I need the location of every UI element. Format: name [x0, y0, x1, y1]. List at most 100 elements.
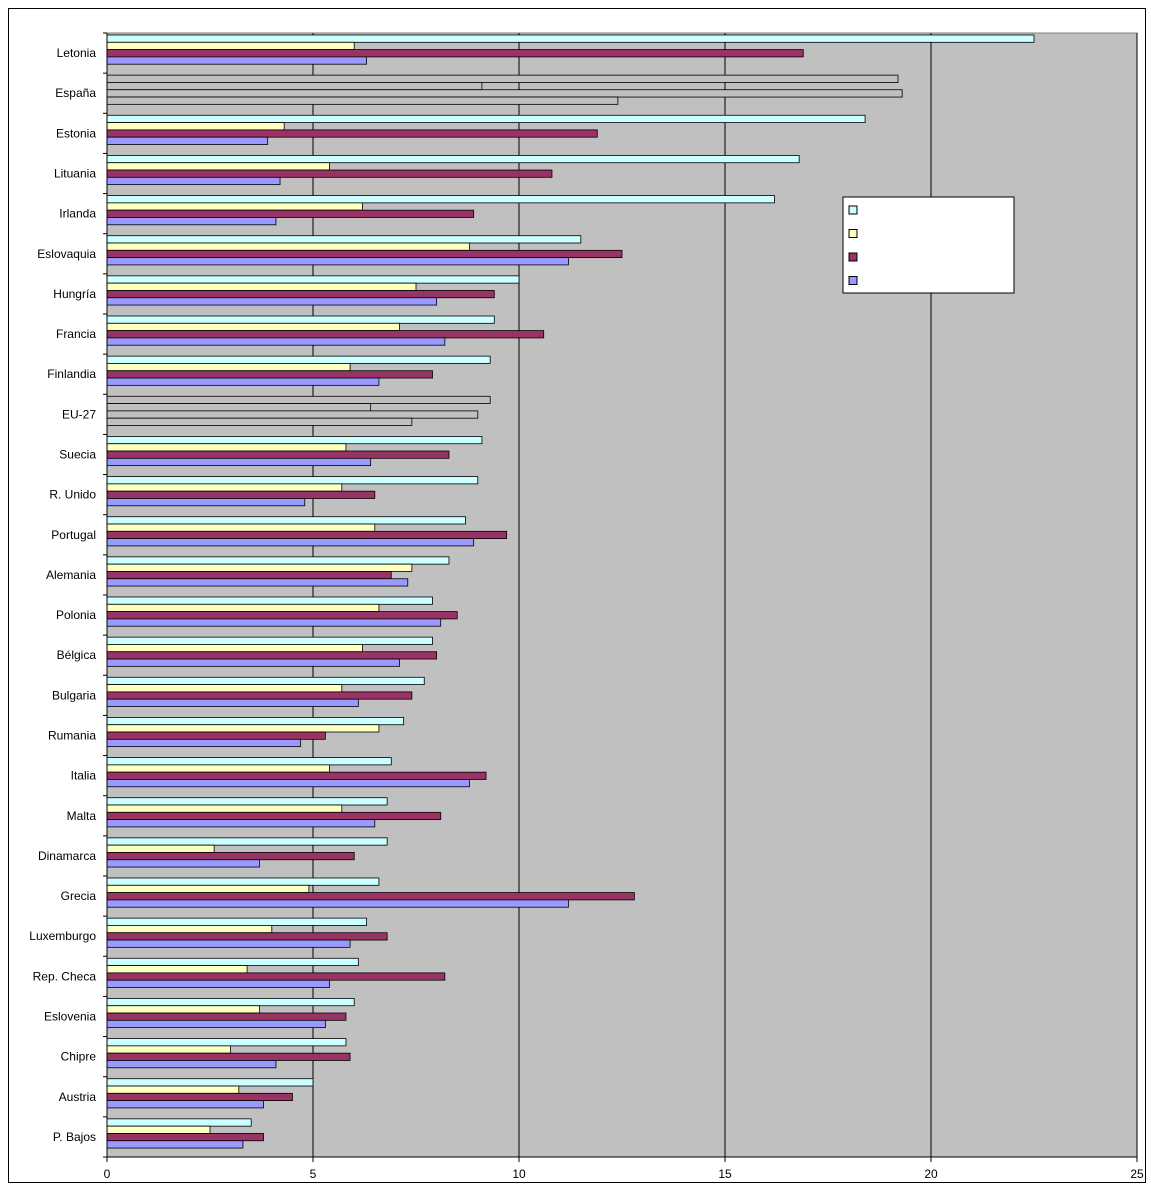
category-label: Bulgaria — [52, 688, 96, 702]
bar — [106, 155, 800, 164]
bar — [106, 771, 487, 780]
bar — [106, 779, 470, 788]
bar — [106, 82, 483, 91]
bar — [106, 443, 347, 452]
bar — [106, 925, 273, 934]
category-label: Chipre — [61, 1050, 97, 1064]
bar — [106, 1052, 351, 1061]
x-tick-label: 20 — [924, 1167, 938, 1181]
legend-swatch — [848, 229, 858, 238]
bar — [106, 202, 363, 211]
bar — [106, 322, 400, 331]
bar — [106, 939, 351, 948]
category-label: Bélgica — [57, 648, 97, 662]
bar — [106, 195, 775, 204]
bar — [106, 417, 413, 426]
category-label: Irlanda — [59, 207, 96, 221]
bar — [106, 410, 479, 419]
bar — [106, 884, 310, 893]
bar — [106, 395, 491, 404]
bar — [106, 644, 363, 653]
category-label: Finlandia — [47, 367, 96, 381]
bar — [106, 41, 355, 50]
bar — [106, 804, 343, 813]
bar — [106, 363, 351, 372]
bar — [106, 74, 899, 83]
category-label: Hungría — [53, 287, 96, 301]
bar — [106, 899, 569, 908]
category-label: Rep. Checa — [33, 969, 97, 983]
bar — [106, 979, 330, 988]
bar — [106, 917, 367, 926]
bar — [106, 290, 495, 299]
bar — [106, 122, 285, 131]
bar — [106, 457, 372, 467]
bar — [106, 676, 425, 685]
x-tick-label: 5 — [310, 1167, 317, 1181]
bar — [106, 596, 433, 605]
bar — [106, 403, 372, 412]
x-tick-label: 10 — [512, 1167, 526, 1181]
bar — [106, 56, 367, 65]
bar — [106, 1092, 293, 1102]
bar — [106, 877, 380, 886]
bar — [106, 530, 508, 540]
bar — [106, 249, 623, 259]
bar — [106, 837, 388, 846]
bar — [106, 114, 866, 123]
bar — [106, 162, 330, 171]
bar — [106, 1118, 252, 1127]
bar — [106, 658, 400, 667]
bar — [106, 315, 495, 324]
category-label: R. Unido — [49, 488, 96, 502]
bar — [106, 1005, 260, 1014]
category-label: P. Bajos — [53, 1130, 96, 1144]
bar — [106, 892, 635, 901]
bar — [106, 282, 417, 291]
bar — [106, 1085, 240, 1094]
bar — [106, 556, 450, 565]
bar — [106, 490, 376, 499]
bar — [106, 34, 1035, 43]
bar — [106, 724, 380, 733]
bar — [106, 355, 491, 364]
bar — [106, 972, 446, 981]
bar — [106, 603, 380, 612]
category-label: Dinamarca — [38, 849, 96, 863]
bar — [106, 636, 433, 645]
bar — [106, 176, 281, 186]
bar — [106, 436, 483, 445]
bar — [106, 965, 248, 974]
bar — [106, 129, 598, 138]
bar — [106, 275, 520, 284]
bar — [106, 370, 433, 379]
category-label: Suecia — [59, 448, 96, 462]
category-label: Eslovaquia — [37, 247, 96, 261]
bar — [106, 811, 442, 821]
bar — [106, 330, 545, 339]
bar — [106, 483, 343, 492]
bar — [106, 89, 903, 98]
x-tick-label: 0 — [104, 1167, 111, 1181]
bar — [106, 377, 380, 386]
category-label: Luxemburgo — [29, 929, 96, 943]
bar — [106, 571, 392, 580]
bar — [106, 337, 446, 346]
bar — [106, 516, 466, 525]
bar — [106, 932, 388, 941]
bar — [106, 852, 355, 861]
bar — [106, 1060, 277, 1069]
category-label: Malta — [67, 809, 97, 823]
bar — [106, 476, 479, 485]
bar — [106, 691, 413, 700]
category-label: Italia — [71, 769, 97, 783]
category-label: Polonia — [56, 608, 96, 622]
category-label: Estonia — [56, 126, 96, 140]
category-label: Francia — [56, 327, 96, 341]
x-tick-label: 15 — [718, 1167, 732, 1181]
bar — [106, 717, 405, 726]
bar — [106, 611, 458, 620]
category-label: Grecia — [61, 889, 97, 903]
bar — [106, 1045, 231, 1054]
